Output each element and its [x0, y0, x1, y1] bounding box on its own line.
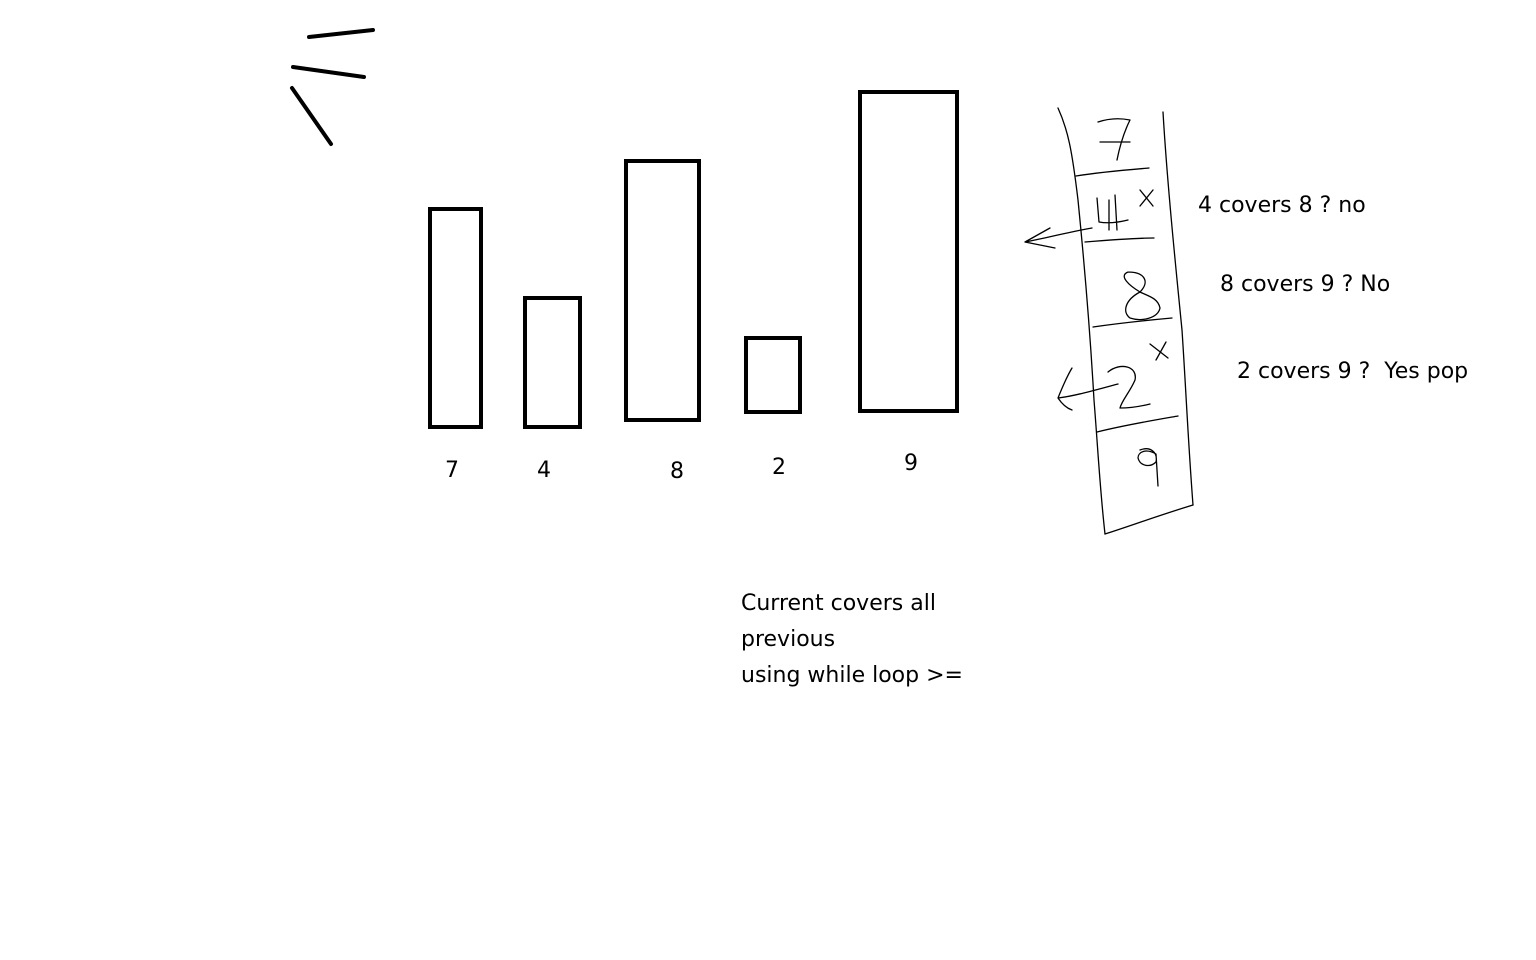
stack-digit-8: [1123, 271, 1161, 321]
stack-left-edge: [1057, 107, 1106, 535]
stack-mark-x: [1149, 341, 1169, 361]
stack-divider: [1096, 415, 1179, 433]
bar-8: [624, 159, 701, 422]
bar-4: [523, 296, 582, 429]
bar-9: [858, 90, 959, 413]
bar-label-4: 4: [537, 458, 551, 483]
stack-right-edge: [1162, 111, 1194, 506]
bar-label-9: 9: [904, 451, 918, 476]
stack-digit-9: [1137, 448, 1159, 487]
annotation-8-covers-9: 8 covers 9 ? No: [1220, 272, 1391, 297]
scribble-marks: [290, 28, 375, 146]
annotation-2-covers-9: 2 covers 9 ? Yes pop: [1237, 359, 1469, 384]
annotation-4-covers-8: 4 covers 8 ? no: [1198, 193, 1366, 218]
pop-arrow-2: [1057, 367, 1119, 411]
bars-group: [428, 90, 959, 429]
stack-column: [1024, 107, 1194, 535]
bar-7: [428, 207, 483, 429]
note-line-2: previous: [741, 627, 836, 652]
stack-bottom-edge: [1104, 504, 1194, 535]
bar-2: [744, 336, 802, 414]
bar-label-7: 7: [445, 458, 459, 483]
stack-digit-4: [1096, 194, 1129, 231]
bar-label-2: 2: [772, 455, 786, 480]
note-line-1: Current covers all: [741, 591, 936, 616]
explanation-note: Current covers all previous using while …: [741, 586, 963, 694]
stack-divider: [1075, 167, 1150, 177]
bar-label-8: 8: [670, 459, 684, 484]
note-line-3: using while loop >=: [741, 663, 963, 688]
stack-mark-x: [1139, 189, 1154, 207]
stack-divider: [1092, 317, 1173, 328]
stack-divider: [1084, 237, 1155, 243]
stack-digit-7: [1097, 118, 1131, 161]
stack-digit-2: [1107, 365, 1151, 409]
pop-arrow-4: [1024, 227, 1093, 249]
